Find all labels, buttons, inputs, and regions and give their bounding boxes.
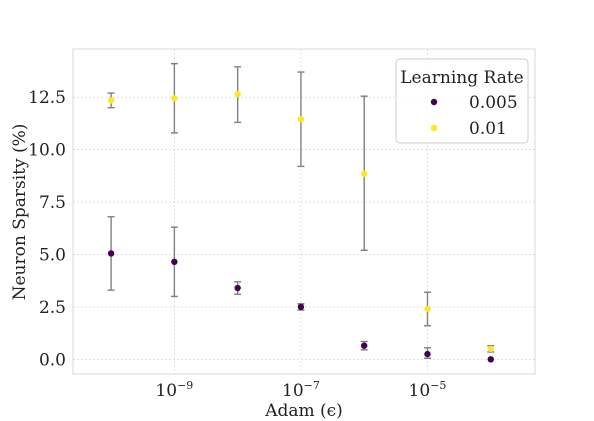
data-point-0.005 (171, 258, 178, 266)
legend-label-0.005: 0.005 (469, 93, 518, 113)
data-point-0.005 (424, 350, 431, 358)
data-point-0.01 (361, 170, 368, 177)
x-tick-label: 10−9 (155, 379, 193, 401)
x-tick-label: 10−5 (409, 379, 447, 401)
data-points (107, 90, 494, 363)
y-tick-label: 0.0 (39, 350, 66, 370)
data-point-0.01 (234, 90, 241, 98)
y-tick-label: 10.0 (28, 141, 66, 161)
legend-label-0.01: 0.01 (469, 119, 507, 139)
data-point-0.005 (107, 250, 115, 257)
x-tick-label: 10−7 (282, 379, 320, 401)
data-point-0.005 (297, 303, 305, 311)
y-tick-label: 12.5 (28, 88, 66, 108)
legend-marker-0.005 (430, 98, 438, 106)
data-point-0.01 (487, 345, 494, 353)
legend-box (395, 58, 529, 144)
data-point-0.005 (234, 284, 241, 292)
y-tick-label: 5.0 (39, 245, 66, 265)
x-tick-labels: 10−9 10−7 10−5 (155, 379, 446, 401)
legend: Learning Rate 0.005 0.01 (395, 58, 529, 144)
data-point-0.005 (361, 342, 368, 349)
data-point-0.01 (171, 95, 178, 102)
grid (73, 49, 535, 374)
data-point-0.005 (487, 356, 494, 363)
legend-marker-0.01 (430, 124, 438, 132)
y-axis-label: Neuron Sparsity (%) (10, 124, 30, 301)
legend-title: Learning Rate (400, 68, 523, 88)
data-point-0.01 (297, 116, 305, 123)
y-tick-label: 2.5 (39, 298, 66, 318)
data-point-0.01 (107, 97, 115, 104)
y-tick-labels: 0.0 2.5 5.0 7.5 10.0 12.5 (28, 88, 66, 370)
x-axis-label: Adam (ϵ) (264, 401, 343, 421)
y-tick-label: 7.5 (39, 193, 66, 213)
data-point-0.01 (424, 305, 431, 313)
